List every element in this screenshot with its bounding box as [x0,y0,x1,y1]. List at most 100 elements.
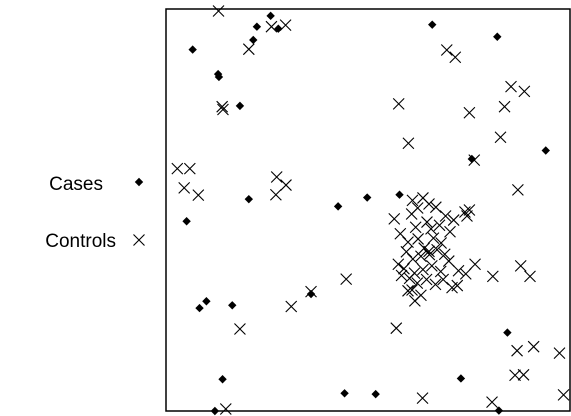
case-point-11 [541,146,550,155]
legend-marker-cases [134,177,144,187]
control-point-8 [498,100,511,113]
case-point-26 [494,406,504,415]
control-point-34 [409,221,422,234]
case-point-7 [428,20,437,29]
control-point-21 [280,179,292,191]
control-point-45 [406,253,419,265]
control-point-0 [212,5,225,17]
control-point-35 [421,216,433,228]
control-point-57 [452,264,465,277]
case-point-5 [214,72,224,82]
control-point-7 [518,85,531,98]
control-point-63 [437,273,450,286]
control-point-79 [340,273,353,286]
control-point-42 [427,232,440,245]
control-point-71 [463,204,476,216]
control-point-47 [423,248,436,261]
case-point-12 [244,194,254,204]
control-point-80 [305,285,317,298]
control-point-53 [417,263,429,276]
control-point-50 [392,258,405,271]
case-point-27 [210,406,220,416]
legend-cross-icon [133,234,145,246]
control-point-20 [270,171,283,183]
control-point-62 [429,278,442,291]
control-point-59 [403,272,416,285]
control-point-6 [505,80,517,93]
plot-frame [165,8,571,412]
control-point-73 [486,270,499,283]
control-point-29 [405,208,418,220]
control-point-43 [435,237,448,249]
case-point-14 [395,190,404,199]
control-point-74 [514,259,527,272]
control-point-16 [171,162,184,175]
control-point-5 [449,51,462,64]
control-point-19 [192,189,205,202]
case-point-3 [188,45,197,54]
control-point-2 [242,43,255,56]
case-point-25 [371,389,380,399]
control-point-89 [416,392,429,405]
control-point-68 [423,245,435,258]
control-point-17 [183,162,196,175]
control-point-10 [217,103,229,116]
control-point-67 [395,269,408,282]
case-point-8 [493,32,502,41]
control-point-3 [279,19,292,31]
case-point-6 [249,35,258,45]
control-point-40 [412,233,424,245]
control-point-25 [406,194,419,207]
case-point-9 [235,101,245,111]
legend-diamond-icon [134,177,144,187]
control-point-60 [411,277,424,290]
case-point-16 [333,202,343,211]
control-point-9 [216,100,229,113]
case-point-13 [362,193,372,202]
control-point-36 [425,223,437,235]
legend-marker-controls [133,234,145,246]
control-point-1 [265,20,278,33]
control-point-72 [461,210,473,222]
control-point-15 [468,154,481,167]
control-point-75 [524,270,536,283]
control-point-88 [553,347,566,360]
control-point-77 [402,284,414,297]
control-point-54 [425,259,438,272]
control-point-82 [234,323,246,335]
control-point-23 [511,184,524,196]
case-point-21 [218,375,227,384]
control-point-70 [459,206,471,218]
control-point-11 [392,97,405,110]
control-point-12 [463,106,476,119]
control-point-24 [388,212,401,225]
legend-label-cases: Cases [49,174,103,195]
control-point-32 [447,214,460,226]
control-point-66 [406,284,418,296]
data-points [171,5,570,416]
control-point-81 [285,300,298,313]
control-point-76 [469,258,481,271]
control-point-78 [451,279,464,292]
control-point-87 [509,369,521,382]
control-point-91 [557,389,570,401]
control-point-84 [511,344,523,357]
control-point-38 [444,225,456,238]
control-point-48 [431,243,443,256]
case-point-23 [456,374,466,383]
control-point-69 [408,294,421,307]
control-point-55 [434,265,447,278]
control-point-31 [439,210,452,222]
control-point-83 [390,322,403,335]
legend: Cases Controls [45,174,145,252]
control-point-85 [527,340,540,353]
legend-label-controls: Controls [45,231,116,252]
case-point-22 [503,328,512,337]
control-point-14 [402,137,415,150]
case-point-18 [195,303,204,313]
control-point-92 [219,403,232,415]
control-point-61 [420,273,433,286]
control-point-58 [459,268,472,280]
case-point-1 [252,22,262,31]
